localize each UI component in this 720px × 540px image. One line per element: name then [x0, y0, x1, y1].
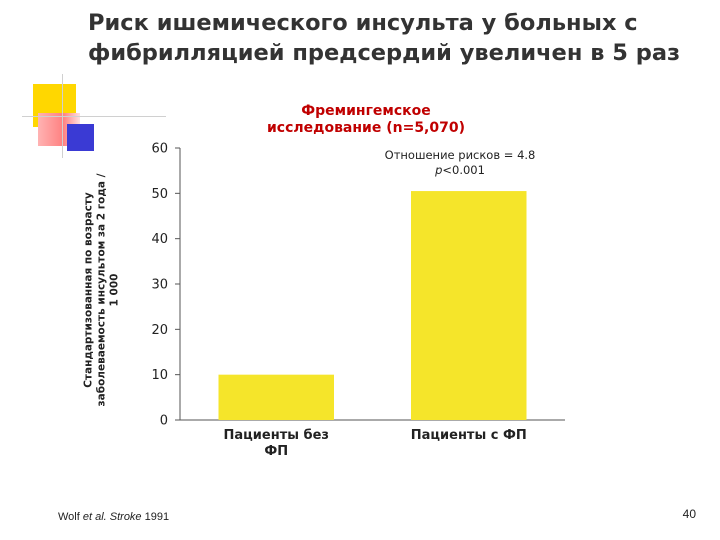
bar-2	[411, 191, 527, 420]
y-tick-label-20: 20	[151, 323, 168, 338]
slide-title: Риск ишемического инсульта у больных с ф…	[88, 10, 681, 66]
source-year: 1991	[141, 511, 170, 523]
x-category-label-2: Пациенты с ФП	[410, 428, 527, 443]
risk-ratio-text: Отношение рисков = 4.8	[384, 148, 536, 162]
source-citation: Wolf et al. Stroke 1991	[58, 511, 169, 523]
y-tick-label-50: 50	[151, 187, 168, 202]
y-tick-label-40: 40	[151, 232, 168, 247]
page-number: 40	[682, 507, 696, 521]
source-journal: et al. Stroke	[82, 511, 142, 523]
x-category-label-1: Пациенты без ФП	[223, 428, 329, 459]
p-value-text: p<0.001	[360, 163, 560, 178]
y-tick-label-30: 30	[151, 278, 168, 293]
decorative-blue-square	[67, 124, 94, 151]
y-tick-label-0: 0	[160, 414, 168, 429]
risk-ratio-annotation: Отношение рисков = 4.8 p<0.001	[360, 148, 560, 178]
y-tick-label-10: 10	[151, 368, 168, 383]
chart-title: Фремингемское исследование (n=5,070)	[266, 103, 466, 136]
y-tick-label-60: 60	[151, 142, 168, 157]
decorative-horizontal-line	[22, 116, 166, 117]
p-value: <0.001	[442, 163, 485, 177]
p-symbol: p	[435, 163, 443, 177]
source-author: Wolf	[58, 511, 83, 523]
bar-1	[218, 374, 334, 420]
